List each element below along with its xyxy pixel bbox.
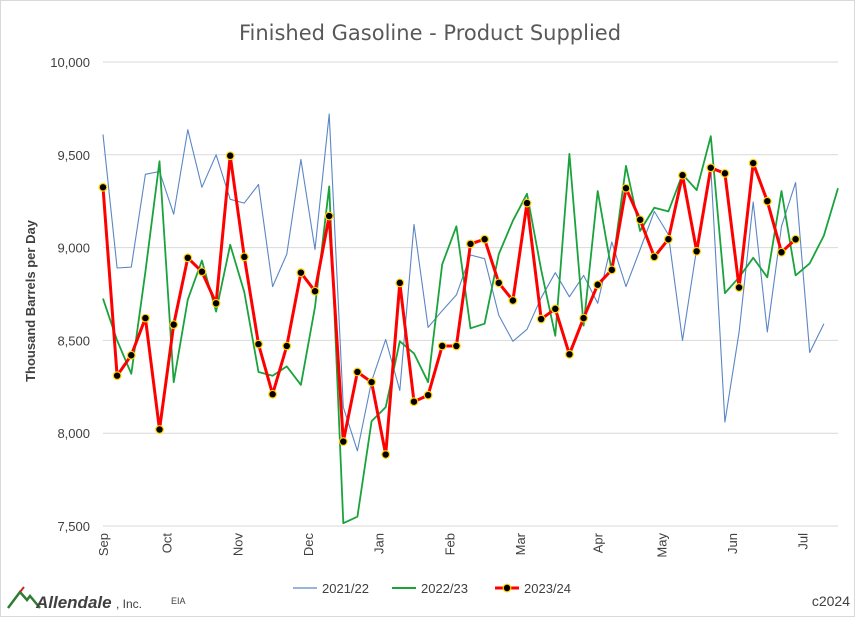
data-point [211,298,221,308]
y-tick-label: 8,000 [57,426,90,441]
y-tick-label: 7,500 [57,519,90,534]
data-point [565,349,574,359]
data-point [791,234,800,244]
data-point [451,341,461,351]
legend-label: 2022/23 [421,581,468,596]
data-point [649,252,659,262]
series-line-2023-24 [101,154,797,456]
data-point [720,168,730,178]
data-point [183,253,193,263]
data-point [381,450,391,459]
legend-label: 2023/24 [524,581,571,596]
logo-text: Allendale [35,593,112,612]
y-tick-label: 10,000 [50,55,90,70]
y-axis-label: Thousand Barrels per Day [23,219,38,382]
data-point [536,314,546,324]
series-group [98,113,839,525]
x-tick-label: Apr [591,532,606,553]
x-tick-label: Feb [442,533,457,555]
legend-marker [502,583,512,593]
data-point [777,247,786,257]
source-label: EIA [171,596,186,606]
data-point [480,234,490,244]
x-tick-label: Jun [725,533,740,554]
y-axis-ticks: 7,500 8,000 8,500 9,000 9,500 10,000 [50,55,90,534]
x-tick-label: Oct [160,533,175,554]
x-tick-label: May [654,533,669,558]
data-point [579,313,588,323]
data-point [112,371,122,381]
data-point [324,211,334,221]
data-point [367,377,376,387]
data-point [141,313,150,323]
data-point [197,267,207,277]
data-point [635,215,645,225]
data-point [550,304,560,314]
data-point [621,183,631,193]
data-point [706,163,716,173]
allendale-logo: Allendale , Inc. [7,586,142,612]
logo-suffix: , Inc. [116,597,142,611]
data-point [126,350,136,360]
data-point [593,280,603,290]
x-axis-ticks: SepOctNovDecJanFebMarAprMayJunJulAug [96,532,811,558]
x-tick-label: Sep [96,533,111,556]
data-point [395,278,405,288]
data-point [310,286,320,296]
data-point [296,268,306,278]
data-point [522,198,532,208]
data-point [338,437,348,446]
logo-accent-icon [19,586,25,593]
series-line-2022-23 [102,135,839,525]
data-point [663,234,673,244]
data-point [98,182,108,192]
data-point [225,151,235,161]
data-point [409,397,419,407]
data-point [437,341,447,351]
data-point [734,283,744,292]
data-point [169,320,179,330]
data-point [423,390,433,400]
logo-mountain-icon [7,590,41,609]
y-tick-label: 8,500 [57,333,90,348]
data-point [762,196,772,206]
y-tick-label: 9,500 [57,148,90,163]
data-point [282,341,292,351]
data-point [748,158,758,168]
data-point [155,425,164,434]
copyright-code: c2024 [812,593,850,609]
data-point [268,389,278,399]
data-point [239,252,249,262]
legend-label: 2021/22 [322,581,369,596]
chart-title: Finished Gasoline - Product Supplied [239,21,621,45]
data-point [607,265,617,275]
x-tick-label: Nov [230,533,245,557]
x-tick-label: Mar [513,532,528,555]
x-tick-label: Jan [372,533,387,554]
footer: Allendale , Inc. EIA c2024 [7,586,850,612]
data-point [692,246,702,256]
data-point [353,367,362,377]
data-point [508,296,518,305]
data-point [494,278,504,288]
legend: 2021/22 2022/23 2023/24 [293,581,571,596]
data-point [254,339,263,349]
y-tick-label: 9,000 [57,241,90,256]
data-point [466,239,475,249]
x-tick-label: Dec [301,533,316,557]
x-tick-label: Jul [796,533,811,550]
data-point [678,170,687,180]
